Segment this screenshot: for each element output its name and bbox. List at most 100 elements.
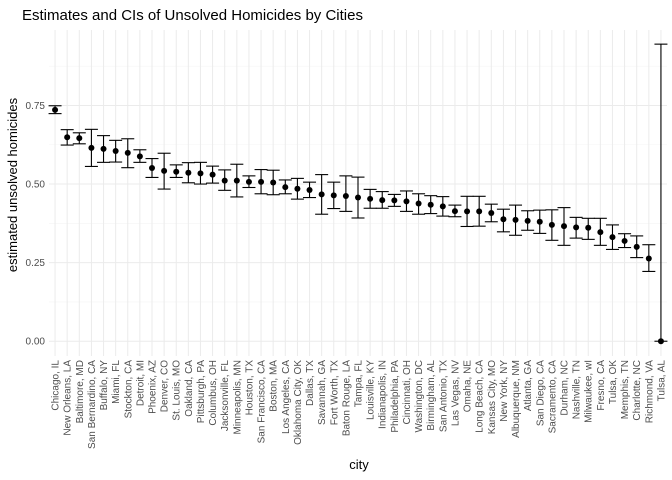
- x-tick-label: San Francisco, CA: [257, 360, 268, 444]
- estimate-point: [585, 224, 592, 231]
- x-axis-title: city: [349, 457, 369, 472]
- estimate-point: [318, 191, 325, 198]
- x-tick-label: Kansas City, MO: [487, 360, 498, 434]
- x-tick-label: Houston, TX: [244, 360, 255, 416]
- estimate-point: [451, 208, 458, 215]
- x-tick-label: New York, NY: [499, 360, 510, 422]
- estimate-point: [282, 184, 289, 191]
- estimate-point: [100, 145, 107, 152]
- points: [52, 106, 664, 345]
- x-tick-label: Oklahoma City, OK: [293, 360, 304, 445]
- estimate-point: [149, 165, 155, 172]
- x-tick-label: Nashville, TN: [572, 360, 583, 419]
- estimate-point: [124, 149, 131, 156]
- estimate-point: [657, 338, 664, 345]
- x-tick-label: Chicago, IL: [51, 360, 62, 411]
- y-axis-title: estimated unsolved homicides: [5, 97, 20, 272]
- estimate-point: [536, 218, 543, 225]
- estimate-point: [597, 229, 604, 236]
- x-tick-label: Las Vegas, NV: [450, 360, 461, 426]
- x-tick-label: Fresno, CA: [596, 360, 607, 411]
- x-tick-label: Tampa, FL: [354, 360, 365, 408]
- y-tick-label: 0.00: [26, 337, 46, 348]
- x-tick-label: Miami, FL: [111, 360, 122, 404]
- x-tick-label: Stockton, CA: [123, 360, 134, 419]
- estimate-point: [391, 197, 398, 204]
- estimate-point: [548, 221, 555, 228]
- estimate-point: [379, 197, 386, 204]
- estimate-point: [561, 223, 567, 230]
- x-tick-label: Birmingham, AL: [426, 360, 437, 431]
- estimate-point: [609, 234, 616, 241]
- estimate-point: [355, 194, 361, 201]
- x-tick-label: Columbus, OH: [208, 360, 219, 426]
- x-tick-label: Cincinnati, OH: [402, 360, 413, 424]
- x-tick-label: San Diego, CA: [535, 360, 546, 426]
- grid: [49, 30, 667, 356]
- estimate-point: [112, 148, 119, 155]
- x-tick-label: Omaha, NE: [463, 360, 474, 413]
- chart-title: Estimates and CIs of Unsolved Homicides …: [22, 7, 363, 24]
- estimate-point: [512, 216, 519, 223]
- estimate-point: [500, 216, 507, 223]
- x-tick-label: Louisville, KY: [366, 360, 377, 420]
- x-tick-label: Denver, CO: [160, 360, 171, 412]
- estimate-point: [88, 144, 95, 151]
- x-tick-label: New Orleans, LA: [63, 360, 74, 436]
- estimate-point: [52, 106, 59, 113]
- x-tick-label: Oakland, CA: [184, 360, 195, 417]
- x-tick-label: Savannah, GA: [317, 360, 328, 425]
- estimate-point: [173, 168, 180, 175]
- x-tick-label: Durham, NC: [560, 360, 571, 416]
- y-tick-label: 0.75: [26, 101, 46, 112]
- x-tick-label: Baton Rouge, LA: [341, 360, 352, 436]
- estimate-point: [476, 208, 483, 215]
- x-tick-label: Charlotte, NC: [632, 360, 643, 421]
- x-tick-label: Phoenix, AZ: [148, 360, 159, 414]
- estimate-point: [464, 208, 471, 215]
- x-tick-label: Los Angeles, CA: [281, 360, 292, 434]
- x-tick-label: Long Beach, CA: [475, 360, 486, 433]
- estimate-point: [136, 153, 143, 160]
- x-tick-label: Richmond, VA: [644, 360, 655, 424]
- estimate-point: [209, 171, 216, 178]
- x-tick-label: Jacksonville, FL: [220, 360, 231, 432]
- estimate-point: [367, 195, 374, 202]
- estimate-point: [270, 179, 277, 186]
- estimate-point: [645, 255, 652, 262]
- estimate-point: [621, 237, 628, 244]
- x-tick-label: Sacramento, CA: [547, 360, 558, 434]
- x-tick-label: Tulsa, AL: [656, 360, 667, 402]
- x-tick-label: Atlanta, GA: [523, 360, 534, 411]
- y-axis-ticks: 0.00 0.25 0.50 0.75: [26, 101, 46, 348]
- estimate-point: [633, 243, 640, 250]
- y-tick-label: 0.50: [26, 180, 46, 191]
- x-tick-label: Boston, MA: [269, 360, 280, 412]
- x-tick-label: St. Louis, MO: [172, 360, 183, 421]
- estimate-point: [161, 167, 168, 174]
- estimate-point: [403, 198, 410, 205]
- estimate-point: [258, 178, 265, 185]
- estimate-point: [342, 192, 349, 199]
- x-tick-label: Indianapolis, IN: [378, 360, 389, 429]
- x-tick-label: Tulsa, OK: [608, 360, 619, 404]
- estimate-point: [573, 224, 580, 231]
- estimate-point: [415, 200, 422, 207]
- estimate-point: [294, 185, 301, 192]
- estimate-point: [330, 192, 337, 199]
- x-tick-label: Baltimore, MD: [75, 360, 86, 423]
- estimate-point: [76, 135, 83, 142]
- x-tick-label: Dallas, TX: [305, 360, 316, 406]
- x-tick-label: Fort Worth, TX: [329, 360, 340, 426]
- estimate-point: [306, 187, 313, 194]
- estimate-point: [197, 170, 204, 177]
- x-tick-label: San Antonio, TX: [438, 360, 449, 432]
- x-tick-label: Detroit, MI: [135, 360, 146, 406]
- estimate-point: [233, 177, 240, 184]
- x-tick-label: Albuquerque, NM: [511, 360, 522, 438]
- x-tick-label: Minneapolis, MN: [232, 360, 243, 434]
- x-tick-label: Memphis, TN: [620, 360, 631, 419]
- estimate-point: [245, 178, 252, 185]
